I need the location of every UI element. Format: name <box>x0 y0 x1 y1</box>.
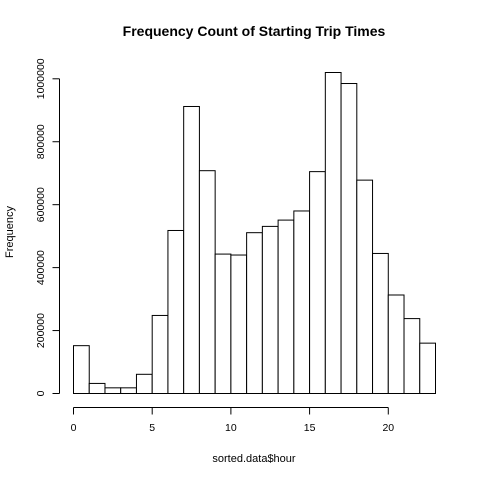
x-axis: 0 5 10 15 20 <box>71 407 394 434</box>
histogram-bar <box>246 232 263 394</box>
histogram-bar <box>104 387 122 395</box>
histogram-bar <box>403 318 421 395</box>
histogram-bar <box>73 345 90 394</box>
histogram-bar <box>277 219 295 394</box>
x-tick-label: 20 <box>382 422 394 434</box>
x-tick-label: 5 <box>149 422 155 434</box>
histogram-bar <box>88 382 106 395</box>
y-tick-label: 1000000 <box>35 58 47 99</box>
y-tick-label: 600000 <box>35 187 47 222</box>
y-axis: 0 200000 400000 600000 800000 1000000 <box>35 58 60 396</box>
histogram-bar <box>120 387 137 395</box>
histogram-bar <box>293 210 311 394</box>
histogram-bar <box>309 171 326 394</box>
histogram-bar <box>230 254 248 394</box>
bars-group <box>73 72 436 395</box>
histogram-bar <box>151 314 169 394</box>
x-axis-label: sorted.data$hour <box>212 453 296 465</box>
histogram-bar <box>372 252 389 394</box>
histogram-bar <box>387 294 405 395</box>
x-tick-label: 10 <box>225 422 237 434</box>
histogram-bar <box>167 229 185 394</box>
y-tick-label: 200000 <box>35 313 47 348</box>
y-tick-label: 400000 <box>35 250 47 285</box>
histogram-bar <box>261 225 279 394</box>
y-axis-label: Frequency <box>4 206 16 258</box>
chart-title: Frequency Count of Starting Trip Times <box>123 23 386 39</box>
x-tick-label: 0 <box>71 422 77 434</box>
histogram-bar <box>340 83 358 394</box>
histogram-bar <box>356 179 374 394</box>
histogram-bar <box>135 373 153 395</box>
histogram-bar <box>419 342 436 395</box>
histogram-bar <box>198 170 216 394</box>
y-tick-label: 0 <box>35 390 47 396</box>
histogram-bar <box>214 253 232 394</box>
y-tick-label: 800000 <box>35 124 47 159</box>
histogram-bar <box>324 72 342 394</box>
histogram-bar <box>183 105 200 395</box>
x-tick-label: 15 <box>304 422 316 434</box>
